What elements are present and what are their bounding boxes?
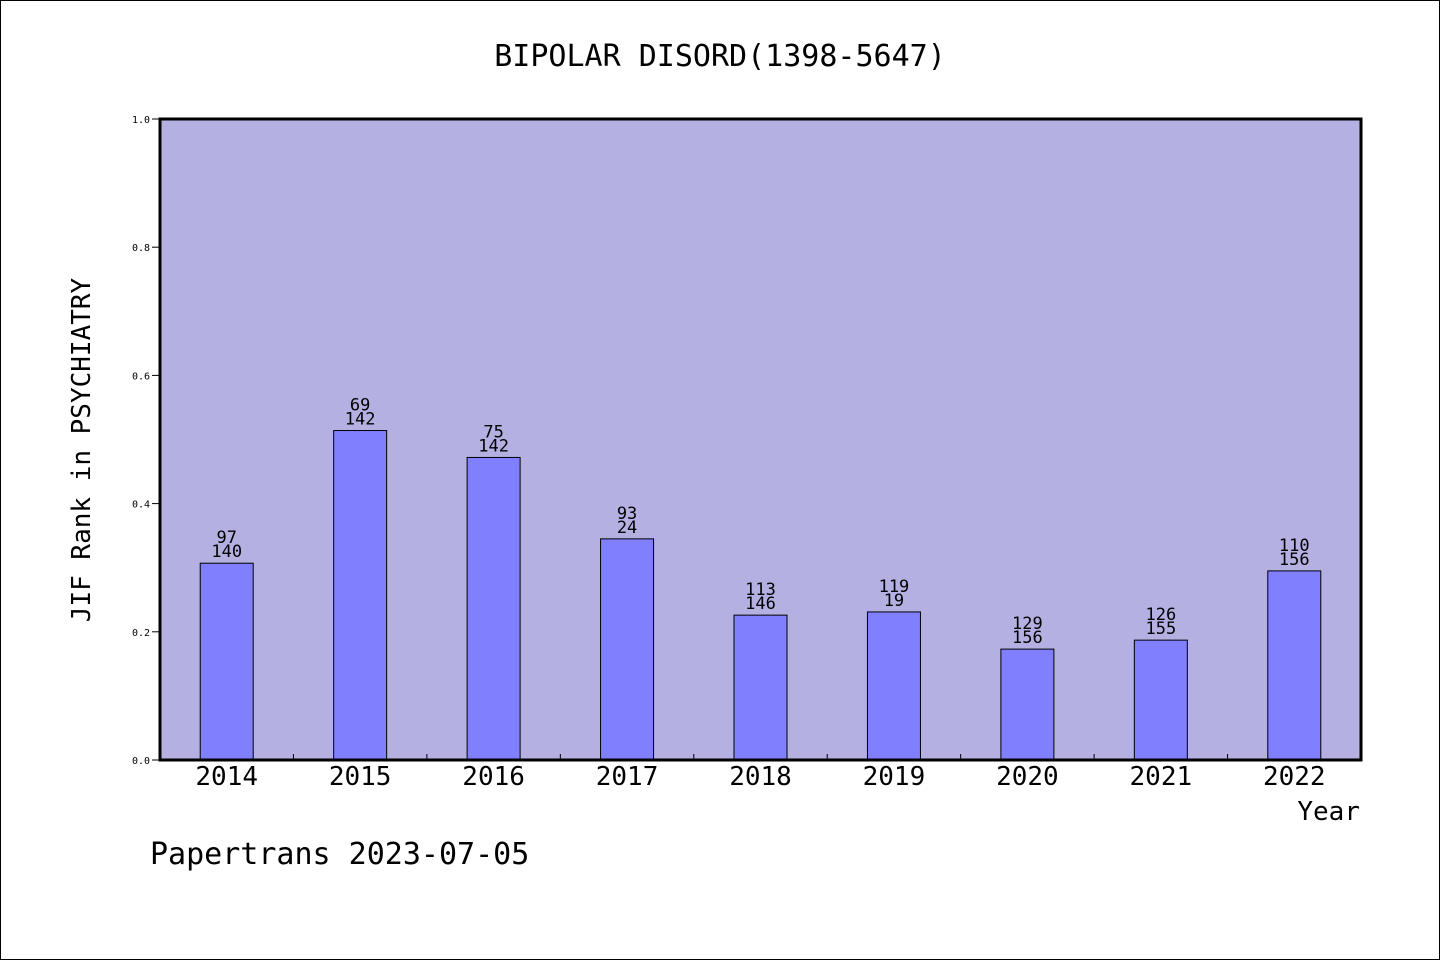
bar-label-rank: 110 (1279, 536, 1310, 556)
x-axis: 2014 2015 2016 2017 2018 2019 2020 2021 2022 (195, 754, 1326, 792)
bar-label-total: 155 (1145, 619, 1176, 639)
x-tick-label: 2022 (1263, 762, 1326, 792)
bars-group: 9714069142751429324113146119191291561261… (199, 396, 1322, 761)
x-tick-label: 2014 (195, 762, 258, 792)
bar-label-total: 19 (884, 591, 904, 611)
x-axis-label: Year (1297, 797, 1360, 827)
x-tick-label: 2021 (1130, 762, 1193, 792)
bar-label-rank: 126 (1145, 605, 1176, 625)
x-tick-label: 2018 (729, 762, 792, 792)
bar-label-total: 142 (478, 436, 509, 456)
plot-border (158, 117, 1363, 762)
bar-label-total: 156 (1279, 550, 1310, 570)
footer-watermark: Papertrans 2023-07-05 (150, 837, 529, 872)
y-tick-label: 0.0 (132, 756, 150, 767)
bar-label-rank: 129 (1012, 614, 1043, 634)
bar-2015 (333, 430, 388, 761)
y-tick-label: 0.4 (132, 500, 150, 511)
y-tick-label: 0.8 (132, 243, 150, 254)
y-tick-label: 0.2 (132, 628, 150, 639)
chart-title: BIPOLAR DISORD(1398-5647) (494, 39, 946, 74)
bar-label-rank: 97 (216, 528, 236, 548)
bar-label-total: 142 (345, 410, 376, 430)
y-axis: 0.0 0.2 0.4 0.6 0.8 1.0 (132, 115, 160, 767)
bar-2019 (866, 611, 921, 761)
bar-label-rank: 93 (617, 504, 637, 524)
bar-2021 (1133, 639, 1188, 761)
y-tick-label: 0.6 (132, 371, 150, 382)
x-tick-label: 2016 (462, 762, 525, 792)
bar-label-total: 156 (1012, 628, 1043, 648)
x-tick-label: 2017 (596, 762, 659, 792)
x-tick-label: 2015 (329, 762, 392, 792)
bar-label-rank: 75 (483, 422, 503, 442)
bar-label-total: 146 (745, 594, 776, 614)
x-tick-label: 2020 (996, 762, 1059, 792)
bar-2022 (1267, 570, 1322, 761)
bar-label-rank: 69 (350, 396, 370, 416)
x-tick-label: 2019 (863, 762, 926, 792)
bar-label-rank: 113 (745, 580, 776, 600)
bar-2016 (466, 456, 521, 761)
bar-2017 (600, 538, 655, 761)
bar-2014 (199, 562, 254, 761)
bar-label-total: 140 (211, 542, 242, 562)
bar-2018 (733, 614, 788, 761)
y-axis-label: JIF Rank in PSYCHIATRY (67, 277, 97, 622)
bar-2020 (1000, 648, 1055, 761)
bar-label-rank: 119 (879, 577, 910, 597)
bar-label-total: 24 (617, 518, 637, 538)
y-tick-label: 1.0 (132, 115, 150, 126)
